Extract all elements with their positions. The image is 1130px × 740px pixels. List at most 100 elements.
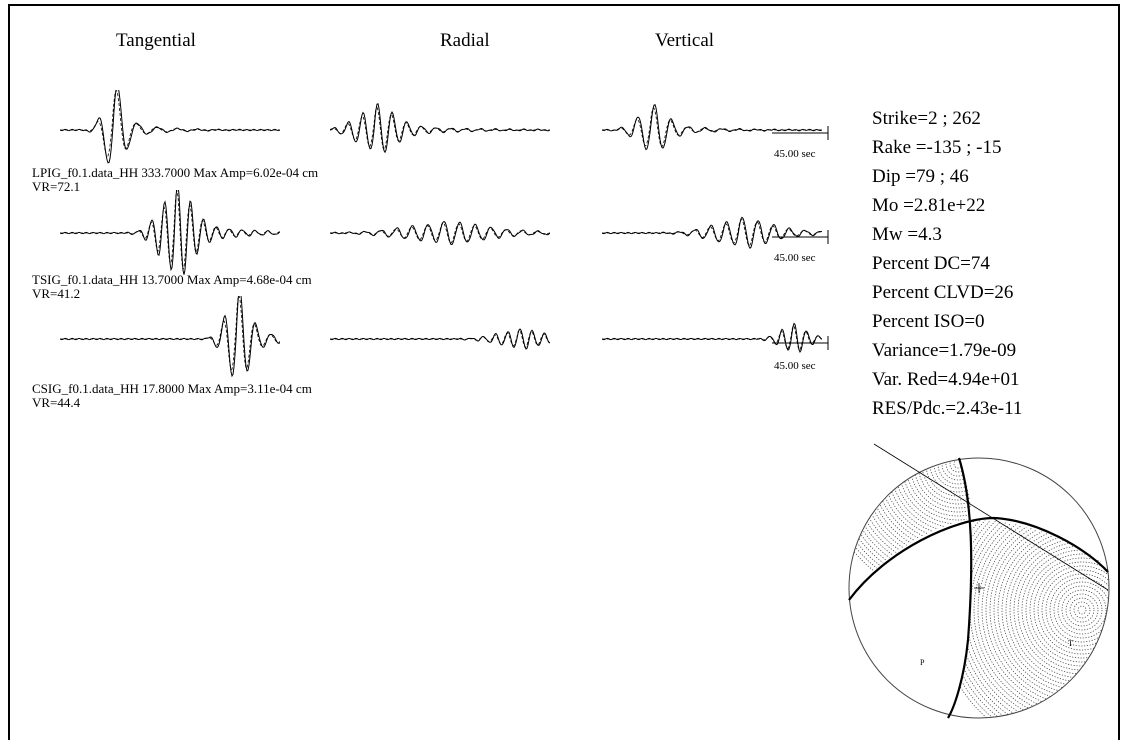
trace-tsig-tangential xyxy=(60,190,280,275)
variance-reduction-tsig: VR=41.2 xyxy=(32,286,81,301)
beachball-outline xyxy=(848,457,1110,719)
compression-ring-left xyxy=(945,458,971,477)
observed-waveform xyxy=(602,216,822,250)
t-axis-marker: T xyxy=(1068,639,1073,648)
compression-ring-right xyxy=(1025,553,1109,667)
header-tangential: Tangential xyxy=(116,30,196,51)
observed-waveform xyxy=(330,328,550,350)
time-scale-label-2: 45.00 sec xyxy=(774,252,816,264)
compression-ring-left xyxy=(849,458,971,577)
compression-ring-right xyxy=(973,520,1109,718)
header-vertical: Vertical xyxy=(655,30,715,51)
station-label-lpig: LPIG_f0.1.data_HH 333.7000 Max Amp=6.02e… xyxy=(32,166,318,194)
focal-mechanism-beachball: P T xyxy=(848,443,1110,719)
figure-frame xyxy=(8,4,1120,740)
param-mw: Mw =4.3 xyxy=(872,224,942,245)
compression-ring-right xyxy=(985,520,1109,707)
station-name-tsig: TSIG_f0.1.data_HH 13.7000 Max Amp=4.68e-… xyxy=(32,272,312,287)
compression-ring-right xyxy=(1053,581,1109,639)
p-axis-marker: P xyxy=(920,658,925,667)
compression-ring-left xyxy=(897,458,971,525)
time-scale-label-3: 45.00 sec xyxy=(774,360,816,372)
compression-ring-left xyxy=(873,458,971,549)
time-scale-bar-1 xyxy=(772,126,829,140)
compression-ring-left xyxy=(849,458,971,585)
nodal-plane-2 xyxy=(848,516,1109,601)
synthetic-waveform xyxy=(60,190,280,271)
observed-waveform xyxy=(602,322,822,353)
compression-ring-right xyxy=(1065,593,1099,627)
compression-ring-right xyxy=(1001,529,1109,691)
param-strike: Strike=2 ; 262 xyxy=(872,108,981,129)
synthetic-waveform xyxy=(330,329,550,348)
compression-ring-left xyxy=(933,458,971,489)
compression-ring-left xyxy=(913,458,971,509)
trace-tsig-radial xyxy=(330,220,550,245)
trace-csig-tangential xyxy=(60,296,280,378)
synthetic-waveform xyxy=(60,90,280,158)
observed-waveform xyxy=(330,220,550,245)
compression-ring-right xyxy=(1045,573,1109,647)
compression-ring-right xyxy=(1069,597,1095,623)
param-rake: Rake =-135 ; -15 xyxy=(872,137,1002,158)
trace-csig-radial xyxy=(330,328,550,350)
compression-ring-right xyxy=(1005,533,1109,687)
compression-ring-right xyxy=(1029,557,1109,663)
compression-ring-right xyxy=(957,520,1109,718)
param-variance: Variance=1.79e-09 xyxy=(872,340,1017,361)
station-label-csig: CSIG_f0.1.data_HH 17.8000 Max Amp=3.11e-… xyxy=(32,382,312,410)
compression-ring-right xyxy=(1077,605,1087,615)
trace-lpig-vertical xyxy=(602,103,822,151)
param-var-red: Var. Red=4.94e+01 xyxy=(872,369,1020,390)
compression-ring-left xyxy=(849,458,971,597)
observed-waveform xyxy=(60,296,280,378)
compression-ring-right xyxy=(1061,589,1103,631)
header-radial: Radial xyxy=(440,30,490,51)
time-scale-label-1: 45.00 sec xyxy=(774,148,816,160)
compression-ring-right xyxy=(989,520,1109,703)
synthetic-waveform xyxy=(60,296,280,371)
trace-lpig-radial xyxy=(330,103,550,154)
compression-ring-right xyxy=(1021,549,1109,671)
param-percent-dc: Percent DC=74 xyxy=(872,253,990,274)
param-mo: Mo =2.81e+22 xyxy=(872,195,986,216)
compression-ring-left xyxy=(937,458,971,485)
compression-ring-right xyxy=(1037,565,1109,655)
compression-ring-right xyxy=(1057,585,1107,635)
time-scale-bar-3 xyxy=(772,336,829,350)
compression-ring-left xyxy=(917,458,971,505)
synthetic-waveform xyxy=(602,219,822,247)
trace-tsig-vertical xyxy=(602,216,822,250)
nodal-plane-1 xyxy=(947,457,973,719)
synthetic-waveform xyxy=(330,106,550,151)
compression-ring-left xyxy=(905,458,971,517)
observed-waveform xyxy=(60,90,280,164)
pointer-line xyxy=(873,443,1109,591)
compression-ring-right xyxy=(1073,601,1091,619)
variance-reduction-csig: VR=44.4 xyxy=(32,395,81,410)
station-name-lpig: LPIG_f0.1.data_HH 333.7000 Max Amp=6.02e… xyxy=(32,165,319,180)
compression-ring-left xyxy=(877,458,971,545)
trace-csig-vertical xyxy=(602,322,822,353)
synthetic-waveform xyxy=(602,325,822,351)
compression-ring-left xyxy=(909,458,971,513)
time-scale-bar-2 xyxy=(772,230,829,244)
compression-ring-left xyxy=(865,458,971,557)
station-label-tsig: TSIG_f0.1.data_HH 13.7000 Max Amp=4.68e-… xyxy=(32,273,312,301)
param-percent-iso: Percent ISO=0 xyxy=(872,311,985,332)
observed-waveform xyxy=(602,103,822,151)
station-name-csig: CSIG_f0.1.data_HH 17.8000 Max Amp=3.11e-… xyxy=(32,381,312,396)
synthetic-waveform xyxy=(330,222,550,244)
param-res-pdc: RES/Pdc.=2.43e-11 xyxy=(872,398,1023,419)
param-dip: Dip =79 ; 46 xyxy=(872,166,969,187)
compression-ring-left xyxy=(901,458,971,521)
compression-ring-left xyxy=(941,458,971,481)
compressional-quadrants xyxy=(849,458,1109,718)
param-percent-clvd: Percent CLVD=26 xyxy=(872,282,1014,303)
source-parameters: Strike=2 ; 262 Rake =-135 ; -15 Dip =79 … xyxy=(872,104,1022,423)
compression-ring-left xyxy=(921,458,971,501)
synthetic-waveform xyxy=(602,107,822,148)
compression-ring-right xyxy=(1041,569,1109,651)
observed-waveform xyxy=(330,103,550,154)
variance-reduction-lpig: VR=72.1 xyxy=(32,179,81,194)
